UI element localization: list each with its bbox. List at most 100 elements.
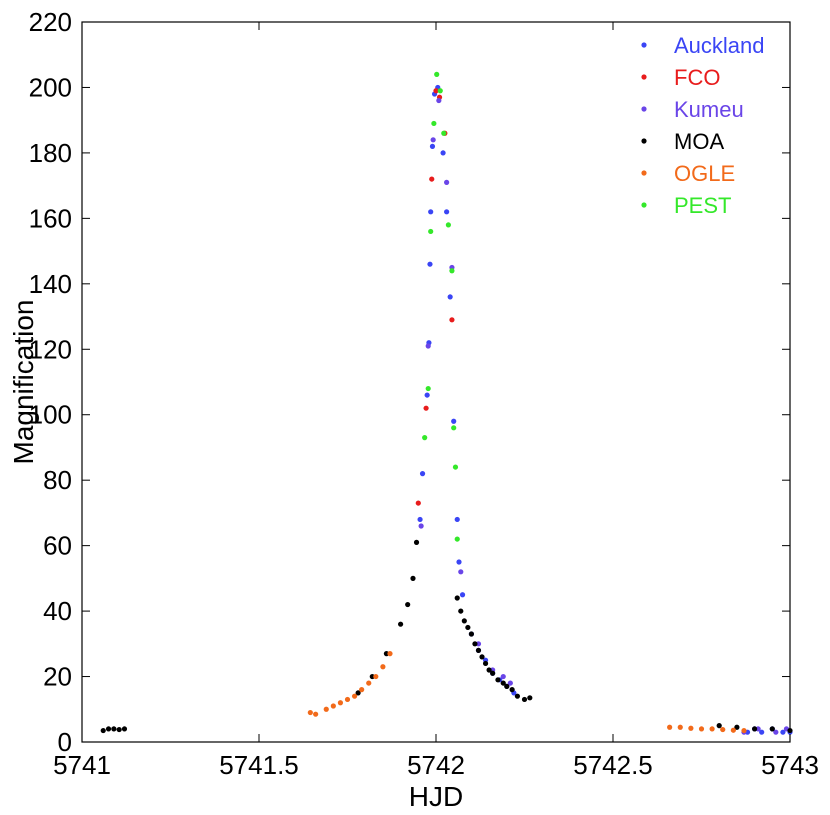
y-axis-title: Magnification [8, 300, 39, 465]
legend-marker [641, 42, 647, 48]
data-point [709, 726, 715, 732]
data-points [100, 71, 793, 735]
y-tick-label: 40 [43, 596, 72, 626]
data-point [121, 726, 128, 732]
series-kumeu [418, 97, 790, 735]
legend-label: Kumeu [674, 97, 744, 122]
data-point [677, 724, 683, 730]
data-point [337, 700, 344, 706]
data-point [105, 726, 112, 732]
data-point [773, 729, 779, 735]
legend-marker [641, 202, 647, 208]
data-point [759, 729, 765, 735]
y-tick-label: 0 [58, 727, 72, 757]
x-tick-labels: 5741 5741.5 5742 5742.5 5743 [53, 750, 819, 780]
data-point [454, 536, 460, 542]
data-point [449, 268, 455, 274]
data-point [500, 673, 506, 680]
data-point [752, 726, 758, 732]
data-point [458, 569, 464, 575]
data-point [429, 176, 435, 182]
data-point [387, 651, 393, 657]
data-point [452, 464, 459, 470]
data-point [437, 88, 443, 94]
data-point [428, 209, 434, 215]
data-point [667, 724, 673, 730]
y-tick-label: 80 [43, 465, 72, 495]
data-point [430, 137, 436, 143]
data-point [366, 680, 372, 686]
data-point [458, 608, 464, 614]
data-point [454, 516, 460, 523]
data-point [698, 726, 705, 732]
data-point [509, 687, 515, 693]
data-point [461, 618, 467, 624]
legend-marker [641, 138, 647, 144]
data-point [456, 559, 462, 565]
data-point [431, 120, 437, 127]
data-point [405, 601, 411, 608]
data-point [436, 97, 442, 104]
y-tick-label: 20 [43, 662, 72, 692]
x-axis-title: HJD [409, 781, 463, 812]
series-auckland [417, 84, 793, 735]
data-point [459, 592, 466, 598]
y-tick-label: 60 [43, 531, 72, 561]
data-point [527, 695, 533, 701]
legend-label: MOA [674, 129, 724, 154]
data-point [398, 621, 404, 627]
data-point [495, 677, 501, 683]
legend-marker [641, 74, 647, 80]
data-point [688, 725, 694, 731]
data-point [500, 680, 506, 686]
data-point [475, 647, 482, 653]
data-point [413, 539, 420, 545]
data-point [720, 726, 726, 733]
data-point [359, 687, 365, 693]
data-point [504, 683, 510, 689]
data-point [323, 706, 329, 712]
data-point [447, 294, 453, 300]
data-point [449, 317, 455, 323]
y-tick-label: 180 [29, 138, 72, 168]
data-point [454, 595, 460, 601]
data-point [451, 418, 457, 424]
data-point [418, 523, 424, 529]
y-tick-labels: 0 20 40 60 80 100 120 140 160 180 200 220 [29, 7, 72, 757]
legend-label: PEST [674, 193, 731, 218]
data-point [451, 425, 457, 431]
data-point [741, 727, 747, 734]
data-point [111, 726, 117, 732]
legend-marker [641, 170, 647, 176]
data-point [444, 179, 450, 185]
data-point [490, 670, 496, 676]
data-point [486, 667, 492, 673]
data-point [425, 385, 431, 392]
data-point [417, 516, 423, 523]
data-point [313, 711, 319, 717]
data-point [445, 222, 451, 228]
y-tick-label: 100 [29, 400, 72, 430]
data-point [433, 88, 439, 94]
data-point [468, 631, 474, 637]
series-moa [100, 539, 793, 734]
data-point [422, 435, 428, 441]
data-point [482, 660, 489, 667]
x-tick-label: 5742 [407, 750, 465, 780]
data-point [425, 343, 431, 349]
data-point [100, 727, 106, 734]
data-point [428, 228, 434, 235]
series-pest [422, 71, 460, 542]
legend-label: FCO [674, 65, 720, 90]
data-point [507, 680, 513, 686]
x-tick-label: 5741.5 [219, 750, 299, 780]
data-point [716, 723, 722, 729]
data-point [410, 575, 416, 581]
data-point [441, 130, 447, 136]
data-point [427, 261, 433, 267]
data-point [521, 696, 528, 703]
data-point [730, 727, 736, 733]
data-point [424, 392, 430, 398]
y-tick-label: 200 [29, 72, 72, 102]
